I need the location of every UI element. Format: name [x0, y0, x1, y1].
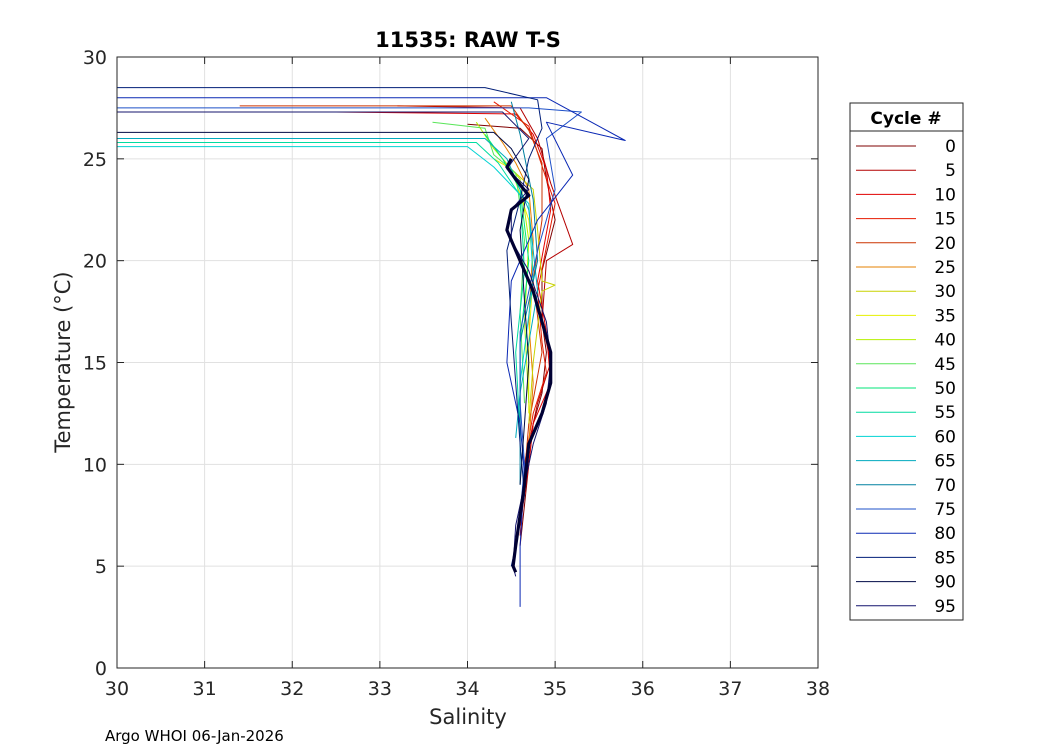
footer-credit: Argo WHOI 06-Jan-2026	[105, 727, 284, 745]
y-tick-label: 15	[83, 353, 107, 375]
legend: Cycle # 0 5 10 15 20 25 30 35 40 45 50 55 60 65 70 75 80…	[849, 102, 964, 621]
legend-label: 20	[934, 234, 956, 254]
y-tick-label: 25	[83, 149, 107, 171]
x-tick-label: 30	[105, 678, 129, 700]
x-tick-label: 31	[193, 678, 217, 700]
x-tick-label: 32	[280, 678, 304, 700]
legend-label: 40	[934, 331, 956, 351]
series-line-cycle-95-thick	[505, 158, 553, 573]
legend-entries: 0 5 10 15 20 25 30 35 40 45 50 55 60 65 70 75 80 85 90 95	[856, 137, 956, 617]
legend-label: 30	[934, 282, 956, 302]
legend-label: 75	[934, 500, 956, 520]
series-line-cycle-75	[117, 107, 582, 516]
chart-title: 11535: RAW T-S	[375, 28, 561, 52]
x-tick-label: 38	[806, 678, 830, 700]
series-line-cycle-90	[117, 131, 530, 485]
legend-label: 25	[934, 258, 956, 278]
series-line-cycle-55	[117, 142, 525, 434]
legend-label: 90	[934, 573, 956, 593]
y-tick-label: 0	[95, 658, 107, 680]
y-tick-label: 10	[83, 454, 107, 476]
legend-title: Cycle #	[870, 109, 941, 129]
x-tick-label: 34	[455, 678, 479, 700]
y-tick-label: 30	[83, 47, 107, 69]
series-line-cycle-30	[510, 168, 556, 424]
series-layer	[117, 87, 626, 607]
y-tick-label: 20	[83, 251, 107, 273]
legend-label: 15	[934, 210, 956, 230]
y-tick-label: 5	[95, 556, 107, 578]
legend-label: 10	[934, 185, 956, 205]
axis-ticks: 30 31 32 33 34 35 36 37 38 0 5 10 15 20 25 30	[83, 47, 830, 700]
x-tick-label: 36	[631, 678, 655, 700]
legend-label: 50	[934, 379, 956, 399]
legend-label: 55	[934, 403, 956, 423]
legend-label: 95	[934, 597, 956, 617]
x-tick-label: 35	[543, 678, 567, 700]
series-line-cycle-20	[239, 105, 543, 475]
legend-label: 60	[934, 427, 956, 447]
y-axis-label: Temperature (°C)	[51, 271, 75, 453]
legend-label: 65	[934, 452, 956, 472]
legend-label: 80	[934, 524, 956, 544]
legend-box	[849, 102, 964, 621]
legend-label: 45	[934, 355, 956, 375]
legend-label: 0	[945, 137, 956, 157]
x-tick-label: 33	[368, 678, 392, 700]
legend-label: 70	[934, 476, 956, 496]
legend-label: 5	[945, 161, 956, 181]
x-axis-label: Salinity	[429, 705, 507, 729]
legend-label: 85	[934, 548, 956, 568]
x-tick-label: 37	[718, 678, 742, 700]
legend-label: 35	[934, 306, 956, 326]
